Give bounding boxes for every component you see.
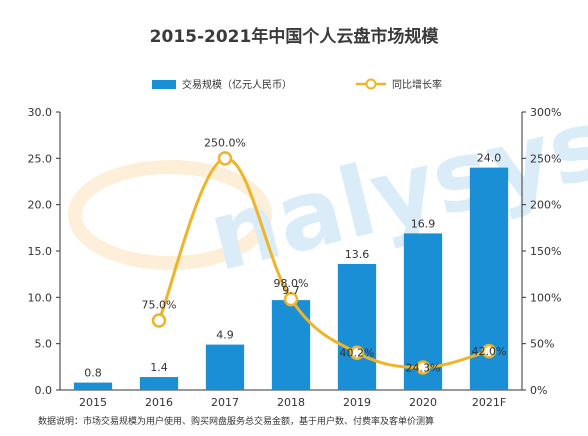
bar-value-label: 0.8 xyxy=(84,367,102,380)
bar xyxy=(139,377,179,390)
x-tick-label: 2020 xyxy=(409,396,437,409)
x-tick-label: 2015 xyxy=(79,396,107,409)
data-labels: 0.8 1.4 4.9 9.7 13.6 16.9 24.0 75.0% 250.0% 98.0%… xyxy=(84,136,506,379)
legend-bar-label: 交易规模（亿元人民币） xyxy=(182,78,292,91)
right-tick-label: 300% xyxy=(530,106,561,119)
left-axis: 0.0 5.0 10.0 15.0 20.0 25.0 30.0 xyxy=(28,106,61,397)
bar-value-label: 1.4 xyxy=(150,361,168,374)
bar-value-label: 16.9 xyxy=(411,217,436,230)
x-tick-label: 2021F xyxy=(472,396,506,409)
x-tick-label: 2019 xyxy=(343,396,371,409)
right-tick-label: 150% xyxy=(530,245,561,258)
x-tick-label: 2018 xyxy=(277,396,305,409)
left-tick-label: 15.0 xyxy=(28,245,53,258)
x-axis: 2015 2016 2017 2018 2019 2020 2021F xyxy=(60,389,522,409)
right-tick-label: 0% xyxy=(530,384,547,397)
bar-value-label: 9.7 xyxy=(282,284,300,297)
left-tick-label: 20.0 xyxy=(28,199,53,212)
legend-line-marker xyxy=(365,78,377,90)
bar-value-label: 24.0 xyxy=(477,152,502,165)
line-value-label: 75.0% xyxy=(142,299,177,312)
chart-title: 2015-2021年中国个人云盘市场规模 xyxy=(150,26,440,47)
right-tick-label: 100% xyxy=(530,291,561,304)
left-tick-label: 5.0 xyxy=(35,338,53,351)
right-tick-label: 250% xyxy=(530,152,561,165)
footnote: 数据说明：市场交易规模为用户使用、购买网盘服务总交易金额，基于用户数、付费率及客… xyxy=(38,415,434,427)
left-tick-label: 30.0 xyxy=(28,106,53,119)
line-value-label: 42.0% xyxy=(472,345,507,358)
bar xyxy=(205,344,245,390)
right-tick-label: 200% xyxy=(530,199,561,212)
line-point xyxy=(481,343,497,359)
line-value-label: 24.3% xyxy=(406,361,441,374)
bar-value-label: 13.6 xyxy=(345,248,370,261)
x-tick-label: 2016 xyxy=(145,396,173,409)
watermark: nalysys xyxy=(68,86,588,293)
line-point xyxy=(283,291,299,307)
line-point xyxy=(415,360,431,375)
x-tick-label: 2017 xyxy=(211,396,239,409)
line-series xyxy=(151,151,497,375)
line-value-label: 40.2% xyxy=(340,347,375,360)
legend-bar-swatch xyxy=(152,80,176,89)
left-tick-label: 25.0 xyxy=(28,152,53,165)
left-tick-label: 0.0 xyxy=(35,384,53,397)
right-axis: 0% 50% 100% 150% 200% 250% 300% xyxy=(521,106,561,397)
legend-line-label: 同比增长率 xyxy=(392,78,442,91)
line-point xyxy=(349,345,365,360)
line-value-label: 250.0% xyxy=(204,136,246,149)
line-point xyxy=(217,151,233,166)
bar xyxy=(73,382,113,390)
bar xyxy=(337,263,377,390)
line-value-label: 98.0% xyxy=(274,277,309,290)
bar xyxy=(271,300,311,390)
right-tick-label: 50% xyxy=(530,338,554,351)
bar-value-label: 4.9 xyxy=(216,329,234,342)
line-point xyxy=(151,313,167,328)
legend: 交易规模（亿元人民币） 同比增长率 xyxy=(152,78,442,91)
left-tick-label: 10.0 xyxy=(28,291,53,304)
